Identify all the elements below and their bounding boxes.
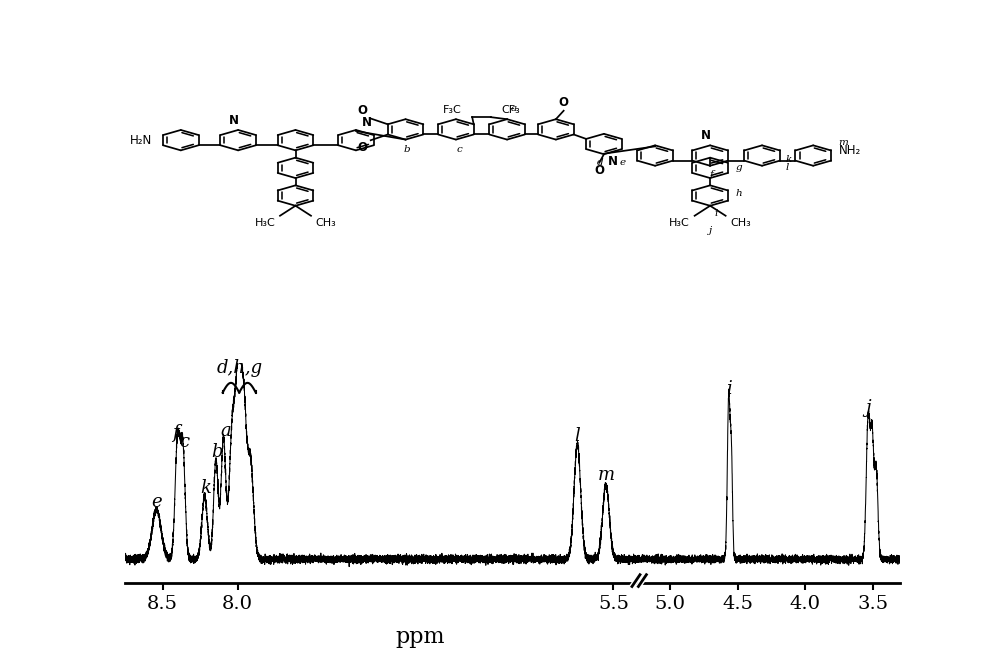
Text: m: m	[838, 138, 848, 147]
Text: f: f	[710, 170, 714, 179]
Text: l: l	[786, 162, 789, 172]
Text: CH₃: CH₃	[730, 218, 751, 228]
Text: a: a	[220, 422, 231, 440]
Text: H₂N: H₂N	[130, 134, 153, 147]
Text: F₃C: F₃C	[443, 105, 462, 115]
Text: ppm: ppm	[395, 626, 445, 648]
Text: b: b	[211, 443, 223, 461]
Text: N: N	[701, 129, 711, 142]
Text: e: e	[151, 493, 162, 511]
Text: NH₂: NH₂	[838, 145, 861, 157]
Text: H₃C: H₃C	[669, 218, 690, 228]
Text: H₃C: H₃C	[255, 218, 275, 228]
Text: g: g	[735, 163, 742, 172]
Text: i: i	[726, 380, 732, 398]
Text: k: k	[786, 155, 792, 164]
Text: CH₃: CH₃	[316, 218, 336, 228]
Text: d: d	[597, 158, 603, 167]
Text: c: c	[457, 145, 463, 154]
Text: f: f	[172, 424, 179, 442]
Text: c: c	[179, 433, 189, 451]
Text: N: N	[608, 155, 618, 168]
Text: k: k	[200, 479, 211, 496]
Text: CF₃: CF₃	[501, 105, 520, 115]
Text: O: O	[559, 96, 569, 109]
Text: N: N	[229, 114, 239, 127]
Text: m: m	[597, 466, 614, 484]
Text: j: j	[865, 400, 871, 417]
Text: a: a	[511, 103, 517, 113]
Text: b: b	[404, 145, 410, 154]
Text: d,h,g: d,h,g	[216, 359, 262, 377]
Text: l: l	[575, 428, 580, 445]
Text: O: O	[358, 141, 368, 155]
Text: j: j	[708, 226, 712, 234]
Text: i: i	[714, 209, 717, 218]
Text: O: O	[594, 164, 604, 178]
Text: e: e	[619, 158, 626, 167]
Text: O: O	[358, 104, 368, 117]
Text: h: h	[735, 189, 742, 198]
Text: N: N	[362, 117, 372, 130]
